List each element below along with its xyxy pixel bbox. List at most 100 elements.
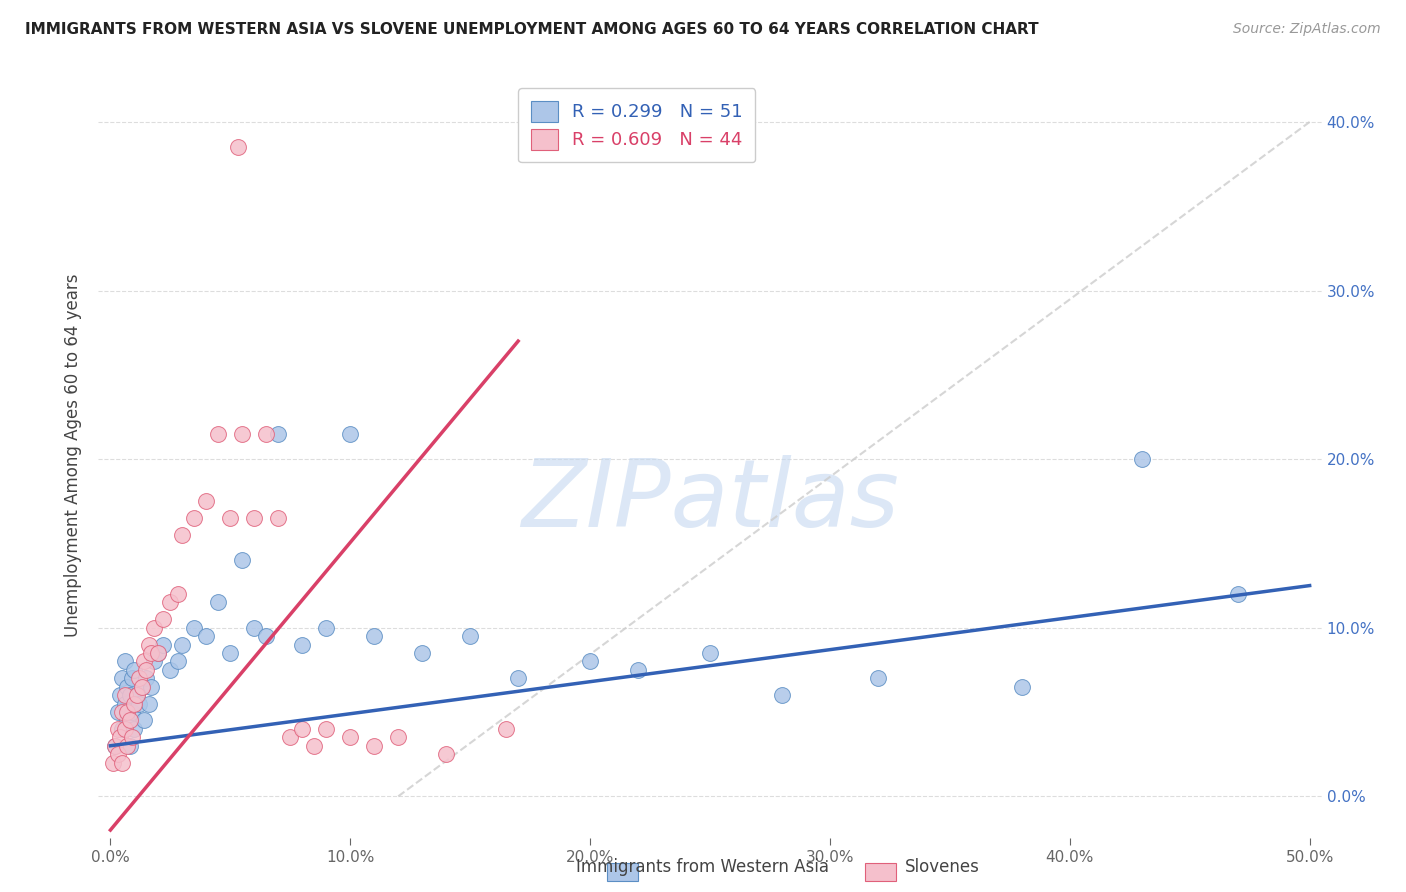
Point	[304, 739, 326, 753]
Point	[131, 680, 153, 694]
Point	[108, 688, 131, 702]
Text: Immigrants from Western Asia: Immigrants from Western Asia	[576, 858, 830, 876]
Point	[118, 739, 141, 753]
Point	[114, 688, 136, 702]
Point	[172, 638, 194, 652]
Point	[131, 680, 153, 694]
Point	[104, 739, 127, 753]
Point	[207, 426, 229, 441]
Point	[121, 705, 143, 719]
Point	[770, 688, 793, 702]
Point	[195, 494, 218, 508]
Point	[699, 646, 721, 660]
Point	[111, 722, 134, 736]
Point	[148, 646, 170, 660]
Point	[458, 629, 481, 643]
Text: Slovenes: Slovenes	[904, 858, 980, 876]
Point	[243, 511, 266, 525]
Point	[231, 553, 253, 567]
Point	[124, 697, 146, 711]
Point	[339, 731, 361, 745]
Point	[118, 714, 141, 728]
Point	[107, 747, 129, 761]
Point	[254, 426, 277, 441]
Point	[226, 140, 249, 154]
Point	[118, 688, 141, 702]
Point	[219, 511, 242, 525]
Point	[108, 731, 131, 745]
Point	[291, 722, 314, 736]
Point	[231, 426, 253, 441]
Point	[141, 680, 163, 694]
Point	[142, 655, 165, 669]
Point	[579, 655, 602, 669]
Point	[114, 722, 136, 736]
Point	[115, 680, 138, 694]
Point	[866, 671, 889, 685]
Point	[101, 756, 124, 770]
Point	[254, 629, 277, 643]
Point	[267, 511, 290, 525]
Point	[278, 731, 301, 745]
Point	[138, 638, 160, 652]
Point	[1226, 587, 1249, 601]
Point	[124, 663, 146, 677]
Point	[132, 714, 155, 728]
Point	[219, 646, 242, 660]
Point	[125, 688, 148, 702]
Point	[363, 629, 385, 643]
Point	[363, 739, 385, 753]
Text: ZIPatlas: ZIPatlas	[522, 456, 898, 547]
Point	[111, 671, 134, 685]
Point	[152, 612, 174, 626]
Legend: R = 0.299   N = 51, R = 0.609   N = 44: R = 0.299 N = 51, R = 0.609 N = 44	[517, 88, 755, 162]
Point	[111, 756, 134, 770]
Point	[267, 426, 290, 441]
Point	[159, 595, 181, 609]
Point	[195, 629, 218, 643]
Point	[121, 731, 143, 745]
Point	[135, 671, 157, 685]
Point	[114, 655, 136, 669]
Point	[128, 697, 150, 711]
Text: IMMIGRANTS FROM WESTERN ASIA VS SLOVENE UNEMPLOYMENT AMONG AGES 60 TO 64 YEARS C: IMMIGRANTS FROM WESTERN ASIA VS SLOVENE …	[25, 22, 1039, 37]
Point	[107, 705, 129, 719]
Point	[115, 705, 138, 719]
Point	[104, 739, 127, 753]
Point	[411, 646, 433, 660]
Point	[495, 722, 517, 736]
Point	[148, 646, 170, 660]
Point	[627, 663, 650, 677]
Y-axis label: Unemployment Among Ages 60 to 64 years: Unemployment Among Ages 60 to 64 years	[65, 273, 83, 637]
Point	[142, 621, 165, 635]
Point	[115, 739, 138, 753]
Point	[315, 722, 337, 736]
Point	[183, 621, 205, 635]
Point	[166, 655, 188, 669]
Point	[125, 688, 148, 702]
Point	[172, 528, 194, 542]
Text: Source: ZipAtlas.com: Source: ZipAtlas.com	[1233, 22, 1381, 37]
Point	[387, 731, 409, 745]
Point	[315, 621, 337, 635]
Point	[291, 638, 314, 652]
Point	[1011, 680, 1033, 694]
Point	[124, 722, 146, 736]
Point	[111, 705, 134, 719]
Point	[152, 638, 174, 652]
Point	[115, 714, 138, 728]
Point	[107, 722, 129, 736]
Point	[508, 671, 530, 685]
Point	[207, 595, 229, 609]
Point	[339, 426, 361, 441]
Point	[132, 655, 155, 669]
Point	[166, 587, 188, 601]
Point	[434, 747, 457, 761]
Point	[135, 663, 157, 677]
Point	[141, 646, 163, 660]
Point	[128, 671, 150, 685]
Point	[159, 663, 181, 677]
Point	[1130, 452, 1153, 467]
Point	[138, 697, 160, 711]
Point	[121, 671, 143, 685]
